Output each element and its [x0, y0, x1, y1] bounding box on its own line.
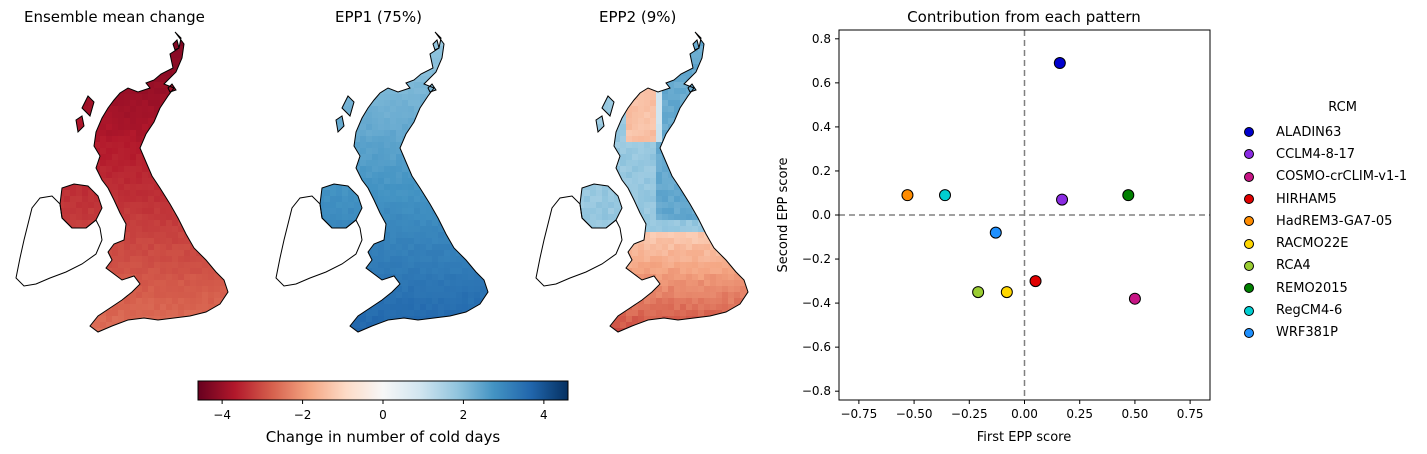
x-axis-label: First EPP score	[977, 430, 1071, 445]
legend-label: HIRHAM5	[1276, 191, 1337, 207]
legend-label: ALADIN63	[1276, 124, 1342, 140]
data-point-regcm4-6	[939, 189, 951, 202]
legend-marker-icon	[1244, 194, 1254, 205]
y-tick-label: −0.6	[802, 340, 831, 354]
y-tick-label: −0.8	[802, 384, 831, 398]
x-tick-label: −0.25	[951, 407, 988, 421]
x-tick-label: 0.00	[1011, 407, 1038, 421]
legend-marker-icon	[1244, 305, 1254, 316]
legend-marker-icon	[1244, 127, 1254, 138]
map-grid-cells	[320, 32, 488, 332]
map-title-ensemble: Ensemble mean change	[24, 8, 205, 26]
map-grid-cells	[580, 32, 748, 332]
legend-item: RegCM4-6	[1238, 299, 1407, 321]
x-tick-label: −0.50	[896, 407, 933, 421]
colorbar: −4 −2 0 2 4 Change in number of cold days	[197, 380, 569, 446]
colorbar-tick-label: 4	[540, 408, 548, 422]
legend-item: HadREM3-GA7-05	[1238, 210, 1407, 232]
legend-label: REMO2015	[1276, 280, 1348, 296]
y-tick-label: 0.6	[812, 76, 831, 90]
legend-title: RCM	[1328, 100, 1357, 115]
legend-marker-icon	[1244, 171, 1254, 182]
data-point-hadrem3-ga7-05	[901, 189, 914, 202]
coastline	[275, 31, 489, 333]
data-point-aladin63	[1053, 57, 1066, 70]
legend-label: RACMO22E	[1276, 236, 1349, 252]
legend-label: HadREM3-GA7-05	[1276, 213, 1393, 229]
y-tick-label: 0.8	[812, 32, 831, 46]
map-epp2	[530, 28, 755, 370]
y-tick-label: −0.2	[802, 252, 831, 266]
legend-label: CCLM4-8-17	[1276, 146, 1356, 162]
colorbar-gradient	[197, 380, 569, 401]
map-title-epp2: EPP2 (9%)	[599, 8, 677, 26]
epp-scatter-chart: Contribution from each pattern −0.75 −0.5…	[776, 8, 1211, 445]
y-axis-label: Second EPP score	[776, 158, 791, 273]
legend-item: WRF381P	[1238, 322, 1407, 344]
map-ensemble-mean	[10, 28, 235, 370]
data-point-wrf381p	[989, 226, 1002, 239]
x-tick-label: −0.75	[840, 407, 877, 421]
legend-marker-icon	[1244, 283, 1254, 294]
y-tick-label: 0.0	[812, 208, 831, 222]
legend-item: RACMO22E	[1238, 232, 1407, 254]
data-point-racmo22e	[1000, 286, 1013, 299]
map-epp1	[270, 28, 495, 370]
legend-label: RCA4	[1276, 258, 1311, 274]
legend-item: REMO2015	[1238, 277, 1407, 299]
legend-label: RegCM4-6	[1276, 303, 1343, 319]
colorbar-label: Change in number of cold days	[266, 428, 501, 446]
legend-marker-icon	[1244, 238, 1254, 249]
colorbar-tick-label: 2	[460, 408, 468, 422]
legend-label: COSMO-crCLIM-v1-1	[1276, 169, 1408, 185]
map-title-epp1: EPP1 (75%)	[335, 8, 422, 26]
data-point-cclm4-8-17	[1056, 193, 1069, 206]
coastline	[535, 31, 749, 333]
x-tick-label: 0.75	[1177, 407, 1204, 421]
legend-marker-icon	[1244, 149, 1254, 160]
legend: RCM ALADIN63 CCLM4-8-17 COSMO-crCLIM-v1-1 H…	[1238, 100, 1407, 344]
y-tick-label: 0.2	[812, 164, 831, 178]
colorbar-tick-label: −4	[213, 408, 231, 422]
legend-label: WRF381P	[1276, 325, 1339, 341]
x-tick-label: 0.50	[1122, 407, 1149, 421]
legend-marker-icon	[1244, 260, 1254, 271]
legend-item: HIRHAM5	[1238, 188, 1407, 210]
y-tick-label: −0.4	[802, 296, 831, 310]
legend-item: CCLM4-8-17	[1238, 143, 1407, 165]
colorbar-tick-label: −2	[294, 408, 312, 422]
legend-item: COSMO-crCLIM-v1-1	[1238, 166, 1407, 188]
coastline	[15, 31, 229, 333]
colorbar-tick-label: 0	[379, 408, 387, 422]
data-point-cosmo-crclim-v1-1	[1128, 292, 1141, 305]
x-tick-label: 0.25	[1066, 407, 1093, 421]
chart-title: Contribution from each pattern	[907, 8, 1141, 26]
legend-item: RCA4	[1238, 255, 1407, 277]
legend-marker-icon	[1244, 216, 1254, 227]
y-tick-label: 0.4	[812, 120, 831, 134]
legend-item: ALADIN63	[1238, 121, 1407, 143]
map-grid-cells	[60, 32, 228, 332]
data-point-rca4	[972, 286, 985, 299]
legend-marker-icon	[1244, 327, 1254, 338]
data-point-hirham5	[1029, 275, 1042, 288]
data-point-remo2015	[1122, 189, 1135, 202]
